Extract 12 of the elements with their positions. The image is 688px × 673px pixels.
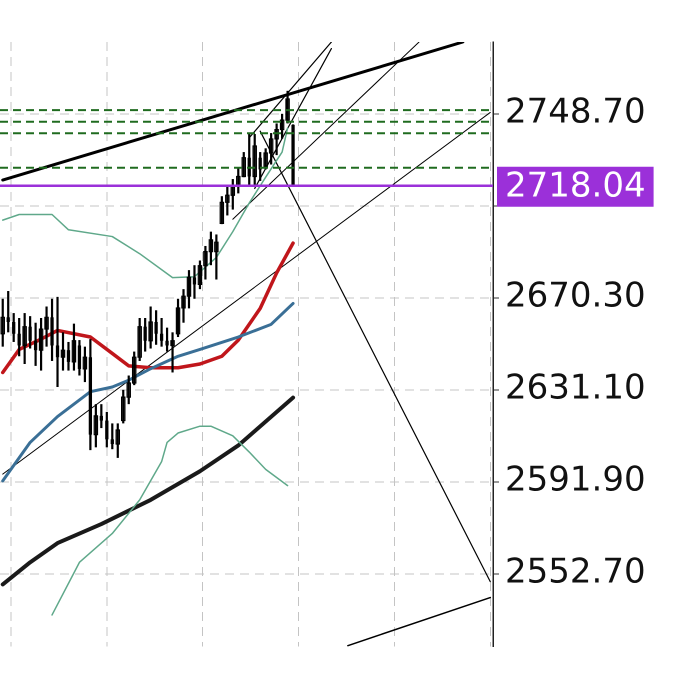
y-tick-label: 2670.30	[505, 276, 646, 316]
candlestick	[12, 312, 16, 344]
y-tick-label: 2631.10	[505, 368, 646, 408]
y-tick-label: 2748.70	[505, 92, 646, 132]
candlestick	[160, 316, 164, 348]
candlestick	[105, 410, 108, 448]
candlestick	[56, 296, 60, 388]
ref-line-label: 2718.04	[505, 166, 646, 206]
candlestick	[170, 331, 175, 374]
y-tick-label: 2552.70	[505, 552, 646, 592]
y-tick-label: 2591.90	[505, 460, 646, 500]
candlestick	[60, 331, 66, 372]
